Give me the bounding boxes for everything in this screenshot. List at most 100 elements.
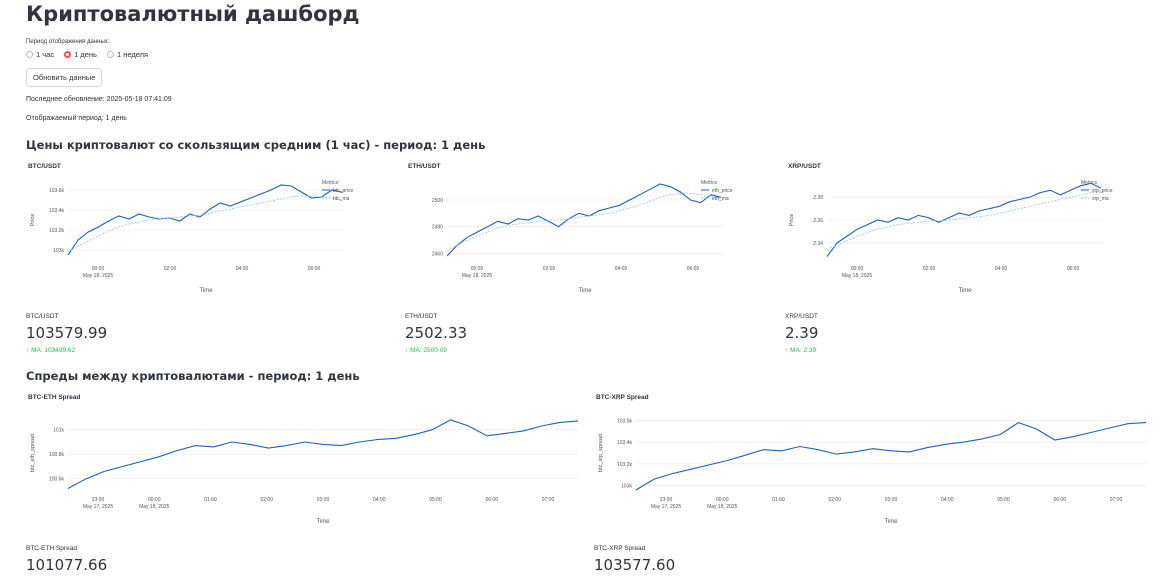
x-tick-label: 05:00: [429, 497, 442, 503]
x-tick-label: 00:00: [148, 497, 161, 503]
series-line-xrp_ma: [826, 191, 1102, 251]
metric-label-eth: ETH/USDT: [405, 313, 438, 320]
x-tick-label: 06:00: [1053, 497, 1066, 503]
page-title: Криптовалютный дашборд: [26, 2, 360, 26]
xrp-chart-title: XRP/USDT: [788, 163, 821, 170]
radio-dot[interactable]: [26, 51, 33, 58]
series-line-btc_ma: [67, 195, 343, 253]
arrow-up-icon: ↑: [405, 347, 411, 354]
x-tick-label: 02:00: [923, 266, 936, 272]
legend-entry: btc_ma: [333, 196, 350, 202]
y-tick-label: 2.38: [813, 195, 823, 201]
legend-entry: btc_price: [333, 188, 354, 194]
legend-title: Metrics: [322, 180, 339, 186]
radio-label: 1 неделя: [116, 50, 149, 59]
arrow-up-icon: ↑: [26, 347, 32, 354]
x-tick-label: 04:00: [615, 266, 628, 272]
x-tick-label: May 17, 2025: [83, 504, 114, 510]
legend-title: Metrics: [1081, 180, 1098, 186]
y-tick-label: 103.2k: [617, 462, 633, 468]
x-tick-label: 04:00: [373, 497, 386, 503]
period-label: Период отображения данных:: [26, 39, 110, 45]
x-tick-label: 23:00: [92, 497, 105, 503]
x-tick-label: 07:00: [1110, 497, 1123, 503]
x-tick-label: 00:00: [716, 497, 729, 503]
metric-label-xrp: XRP/USDT: [785, 313, 818, 320]
y-tick-label: 2480: [432, 225, 443, 231]
x-axis-label: Time: [884, 519, 898, 525]
x-tick-label: 03:00: [317, 497, 330, 503]
y-tick-label: 103k: [621, 484, 632, 490]
series-line-BTC-ETH Spread: [67, 419, 579, 489]
prices-section-header: Цены криптовалют со скользящим средним (…: [26, 138, 486, 152]
period-radio-group: 1 час 1 день 1 неделя: [26, 50, 148, 59]
x-tick-label: 02:00: [543, 266, 556, 272]
y-tick-label: 103.4k: [49, 208, 65, 214]
x-tick-label: May 18, 2025: [139, 504, 170, 510]
legend-entry: eth_price: [712, 188, 733, 194]
metric-value-btc: 103579.99: [26, 324, 108, 342]
x-tick-label: 23:00: [660, 497, 673, 503]
x-tick-label: 04:00: [236, 266, 249, 272]
radio-dot[interactable]: [106, 51, 114, 58]
y-tick-label: 100.8k: [49, 452, 65, 458]
series-line-xrp_price: [826, 182, 1102, 257]
series-line-btc_price: [67, 184, 343, 256]
x-axis-label: Time: [199, 288, 213, 294]
x-tick-label: May 18, 2025: [707, 504, 738, 510]
x-tick-label: 07:00: [542, 497, 555, 503]
x-axis-label: Time: [316, 519, 330, 525]
y-tick-label: 103.4k: [617, 440, 633, 446]
x-tick-label: 00:00: [92, 266, 105, 272]
radio-1-hour[interactable]: 1 час: [26, 50, 54, 59]
y-axis-label: Price: [30, 214, 36, 227]
x-tick-label: 06:00: [687, 266, 700, 272]
y-tick-label: 2.36: [813, 218, 823, 224]
refresh-button[interactable]: Обновить данные: [26, 68, 103, 87]
legend-entry: xrp_ma: [1092, 196, 1109, 202]
radio-1-week[interactable]: 1 неделя: [106, 50, 149, 59]
x-tick-label: 02:00: [260, 497, 273, 503]
radio-label: 1 день: [74, 50, 97, 59]
metric-label-btc-eth-spread: BTC-ETH Spread: [26, 545, 77, 552]
x-tick-label: 03:00: [885, 497, 898, 503]
delta-text: MA: 2500.09: [410, 347, 447, 354]
y-axis-label: Price: [789, 214, 795, 227]
radio-dot-selected[interactable]: [64, 51, 72, 58]
x-tick-label: 00:00: [851, 266, 864, 272]
series-line-BTC-XRP Spread: [635, 421, 1147, 491]
x-tick-label: 06:00: [1067, 266, 1080, 272]
y-tick-label: 103.6k: [617, 418, 633, 424]
y-tick-label: 2.34: [813, 241, 823, 247]
legend-entry: xrp_price: [1092, 188, 1113, 194]
radio-label: 1 час: [36, 50, 55, 59]
metric-value-eth: 2502.33: [405, 324, 468, 342]
x-tick-label: 04:00: [941, 497, 954, 503]
series-line-eth_ma: [446, 192, 722, 252]
delta-text: MA: 2.39: [790, 347, 817, 354]
metric-value-btc-xrp-spread: 103577.60: [594, 556, 676, 574]
y-tick-label: 103k: [53, 248, 64, 254]
x-tick-label: 05:00: [997, 497, 1010, 503]
x-tick-label: 00:00: [471, 266, 484, 272]
x-tick-label: 06:00: [308, 266, 321, 272]
radio-1-day[interactable]: 1 день: [64, 50, 97, 59]
spreads-section-header: Спреды между криптовалютами - период: 1 …: [26, 369, 360, 383]
btc-xrp-spread-title: BTC-XRP Spread: [596, 394, 649, 401]
x-tick-label: May 18, 2025: [842, 273, 873, 279]
legend-entry: eth_ma: [712, 196, 729, 202]
metric-label-btc: BTC/USDT: [26, 313, 59, 320]
x-tick-label: May 17, 2025: [651, 504, 682, 510]
shown-period-text: Отображаемый период: 1 день: [26, 115, 127, 122]
y-axis-label: btc_eth_spread: [30, 434, 36, 472]
y-tick-label: 100.6k: [49, 477, 65, 483]
arrow-up-icon: ↑: [785, 347, 791, 354]
x-tick-label: 06:00: [485, 497, 498, 503]
y-tick-label: 103.2k: [49, 228, 65, 234]
x-axis-label: Time: [958, 288, 972, 294]
